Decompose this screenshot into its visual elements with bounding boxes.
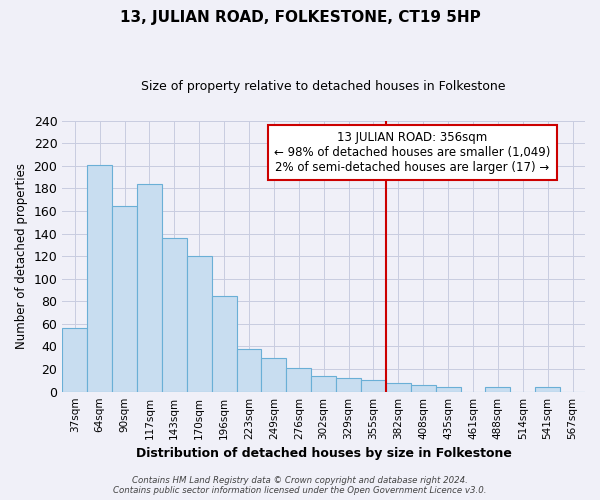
Bar <box>212 296 236 392</box>
Y-axis label: Number of detached properties: Number of detached properties <box>15 163 28 349</box>
Bar <box>535 387 560 392</box>
Title: Size of property relative to detached houses in Folkestone: Size of property relative to detached ho… <box>142 80 506 93</box>
Bar <box>411 385 436 392</box>
Bar <box>262 358 286 392</box>
Bar <box>162 238 187 392</box>
Bar <box>187 256 212 392</box>
Bar <box>236 349 262 392</box>
Bar <box>137 184 162 392</box>
Bar <box>87 164 112 392</box>
Bar <box>62 328 87 392</box>
Text: Contains HM Land Registry data © Crown copyright and database right 2024.
Contai: Contains HM Land Registry data © Crown c… <box>113 476 487 495</box>
Text: 13 JULIAN ROAD: 356sqm
← 98% of detached houses are smaller (1,049)
2% of semi-d: 13 JULIAN ROAD: 356sqm ← 98% of detached… <box>274 132 551 174</box>
Bar <box>311 376 336 392</box>
Text: 13, JULIAN ROAD, FOLKESTONE, CT19 5HP: 13, JULIAN ROAD, FOLKESTONE, CT19 5HP <box>119 10 481 25</box>
Bar <box>286 368 311 392</box>
X-axis label: Distribution of detached houses by size in Folkestone: Distribution of detached houses by size … <box>136 447 512 460</box>
Bar <box>386 382 411 392</box>
Bar <box>485 387 511 392</box>
Bar <box>436 387 461 392</box>
Bar <box>112 206 137 392</box>
Bar <box>361 380 386 392</box>
Bar <box>336 378 361 392</box>
